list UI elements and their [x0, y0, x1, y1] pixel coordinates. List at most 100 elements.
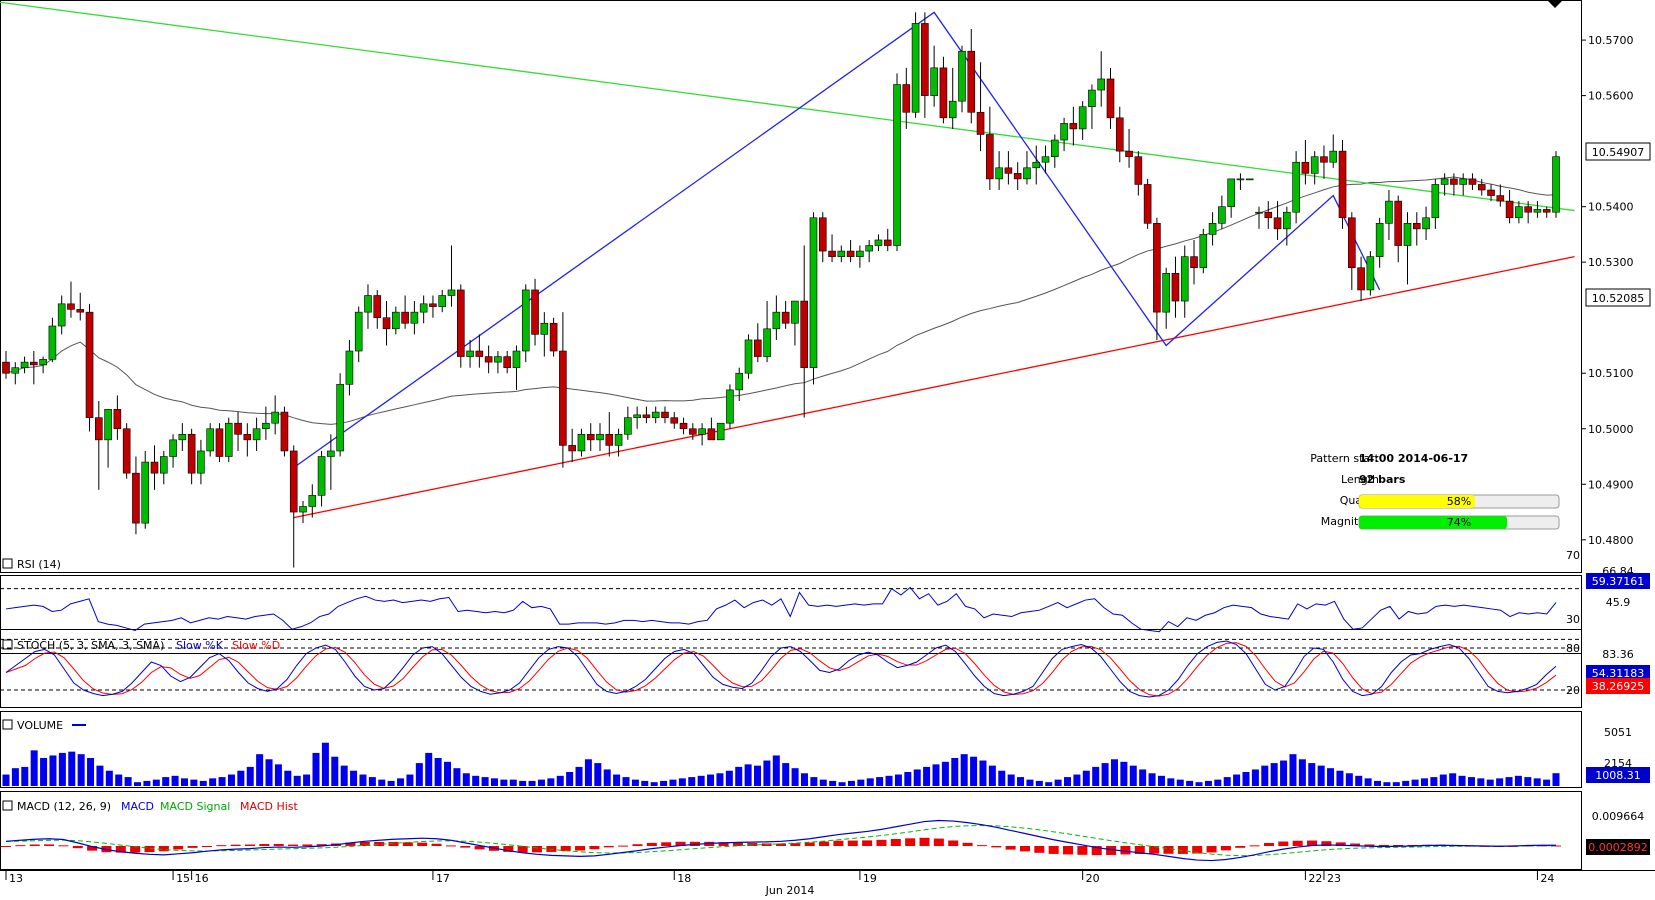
- bear-candle: [661, 411, 669, 418]
- bull-candle: [865, 245, 873, 252]
- macd-signal-label: MACD Signal: [160, 800, 230, 813]
- bull-candle: [512, 350, 521, 368]
- bull-candle: [159, 456, 168, 474]
- volume-bar: [1280, 760, 1288, 786]
- volume-bar: [1411, 779, 1419, 786]
- bull-candle: [1097, 78, 1106, 91]
- rsi-panel-frame: [0, 575, 1582, 654]
- volume-bar: [340, 765, 348, 786]
- collapse-arrow-icon[interactable]: [1547, 0, 1563, 8]
- volume-bar: [434, 758, 442, 786]
- stoch-k-box: [1586, 665, 1650, 681]
- volume-bar: [1064, 777, 1072, 786]
- stoch-d-label: Slow %D: [232, 639, 280, 652]
- bull-candle: [1403, 223, 1412, 246]
- volume-bar: [1242, 772, 1250, 786]
- bear-candle: [187, 434, 196, 474]
- volume-bar: [462, 773, 470, 786]
- macd-hist-bar: [1091, 846, 1102, 856]
- bull-candle: [271, 411, 279, 424]
- bull-candle: [1199, 234, 1208, 269]
- macd-title: MACD (12, 26, 9) MACD MACD Signal MACD H…: [2, 800, 299, 813]
- volume-bar: [1176, 779, 1184, 786]
- volume-bar: [556, 775, 564, 786]
- bear-candle: [679, 422, 688, 430]
- volume-bar: [707, 774, 715, 786]
- macd-hist-bar: [976, 845, 987, 847]
- macd-hist-bar: [1149, 846, 1160, 854]
- bull-candle: [1060, 123, 1068, 141]
- bear-candle: [818, 217, 827, 252]
- macd-hist-bar: [417, 842, 428, 846]
- bull-candle: [494, 356, 502, 363]
- volume-bar: [913, 769, 921, 786]
- bull-candle: [893, 84, 901, 246]
- bull-candle: [735, 372, 744, 391]
- bull-candle: [308, 495, 317, 507]
- volume-bar: [1308, 763, 1316, 786]
- rsi-label: RSI (14): [17, 558, 61, 571]
- volume-bar: [1139, 769, 1147, 786]
- x-tick-label: 16: [195, 872, 209, 885]
- macd-hist-bar: [259, 844, 270, 846]
- volume-bar: [537, 779, 545, 786]
- bull-candle: [837, 250, 846, 257]
- volume-scale-top: 5051: [1604, 726, 1632, 739]
- macd-hist-bar: [646, 842, 657, 846]
- bear-candle: [1153, 223, 1161, 313]
- volume-bar: [1430, 777, 1438, 786]
- volume-bar: [265, 759, 273, 786]
- volume-bar: [171, 775, 179, 786]
- volume-bar: [772, 755, 780, 786]
- volume-collapse-icon[interactable]: [2, 719, 13, 730]
- y-tick-label: 10.5000: [1588, 423, 1634, 436]
- volume-bar: [1007, 774, 1015, 786]
- ma-price-label: 10.52085: [1592, 292, 1645, 305]
- stoch-k-label: Slow %K: [176, 639, 224, 652]
- volume-bar: [819, 779, 827, 786]
- stoch-collapse-icon[interactable]: [2, 639, 13, 650]
- bear-candle: [828, 250, 836, 257]
- volume-bar: [509, 779, 517, 786]
- bear-candle: [85, 311, 94, 418]
- pattern-zigzag: [293, 11, 1381, 469]
- macd-hist-bar: [431, 843, 442, 846]
- volume-bar: [246, 766, 254, 786]
- bull-candle: [224, 422, 233, 457]
- macd-hist-bar: [1005, 846, 1016, 850]
- length-value: 92 bars: [1359, 473, 1406, 486]
- volume-bar: [1496, 778, 1504, 786]
- volume-bar: [894, 774, 902, 786]
- macd-scale-top: 0.009664: [1592, 810, 1645, 823]
- bear-candle: [1542, 209, 1551, 213]
- volume-bar: [1477, 778, 1485, 786]
- y-tick-label: 10.5700: [1588, 34, 1634, 47]
- macd-hist-bar: [158, 846, 169, 852]
- macd-hist-bar: [474, 846, 485, 850]
- bull-candle: [1218, 206, 1226, 224]
- volume-bar: [660, 780, 668, 786]
- volume-bar: [134, 782, 142, 786]
- bull-candle: [438, 295, 447, 307]
- bull-candle: [466, 350, 474, 357]
- bear-candle: [150, 461, 159, 474]
- macd-hist-bar: [991, 846, 1002, 848]
- macd-hist-bar: [618, 845, 629, 847]
- rsi-collapse-icon[interactable]: [2, 558, 13, 569]
- length-label: Length: [1341, 473, 1379, 486]
- macd-hist-bar: [388, 841, 399, 846]
- bear-candle: [1320, 156, 1328, 163]
- bear-candle: [1106, 78, 1115, 119]
- volume-bar: [190, 779, 198, 786]
- macd-hist-bar: [632, 844, 643, 846]
- volume-bar: [857, 779, 865, 786]
- bull-candle: [178, 434, 187, 441]
- volume-bar: [359, 774, 367, 786]
- macd-collapse-icon[interactable]: [2, 800, 13, 811]
- macd-hist-bar: [1120, 846, 1131, 855]
- bull-candle: [20, 361, 29, 368]
- bull-candle: [327, 450, 335, 457]
- stoch-k-last: 54.31183: [1592, 667, 1645, 680]
- bull-candle: [772, 311, 781, 330]
- volume-bar: [11, 768, 19, 786]
